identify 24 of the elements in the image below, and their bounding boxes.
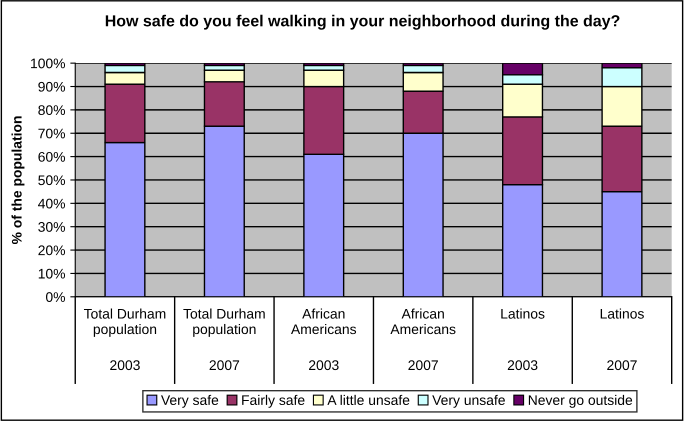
y-tick-label: 100% bbox=[31, 58, 66, 68]
y-tick-label: 30% bbox=[38, 222, 66, 232]
category-label: African Americans 2003 bbox=[290, 308, 356, 370]
legend-label: Fairly safe bbox=[242, 394, 304, 408]
category-label: Total Durham population 2007 bbox=[183, 308, 265, 370]
y-tick-label: 80% bbox=[38, 105, 66, 116]
y-axis-title: % of the population bbox=[11, 116, 24, 244]
y-tick-label: 0% bbox=[46, 292, 66, 302]
y-tick-label: 20% bbox=[38, 245, 66, 256]
legend-label: Never go outside bbox=[528, 394, 632, 408]
chart-title: How safe do you feel walking in your neighborhood during the day? bbox=[106, 14, 620, 30]
y-tick-label: 70% bbox=[38, 128, 66, 138]
category-label: Latinos 2003 bbox=[501, 308, 544, 370]
legend-label: Very safe bbox=[160, 394, 218, 408]
y-tick-label: 10% bbox=[38, 268, 66, 279]
y-tick-label: 40% bbox=[38, 198, 66, 209]
y-tick-label: 60% bbox=[38, 152, 66, 162]
category-label: Total Durham population 2003 bbox=[84, 308, 166, 370]
legend-label: Very unsafe bbox=[432, 394, 505, 408]
category-label: African Americans 2007 bbox=[390, 308, 456, 370]
y-tick-label: 50% bbox=[38, 175, 66, 186]
legend-label: A little unsafe bbox=[327, 394, 410, 406]
y-tick-label: 90% bbox=[38, 82, 66, 92]
category-label: Latinos 2007 bbox=[600, 308, 644, 370]
